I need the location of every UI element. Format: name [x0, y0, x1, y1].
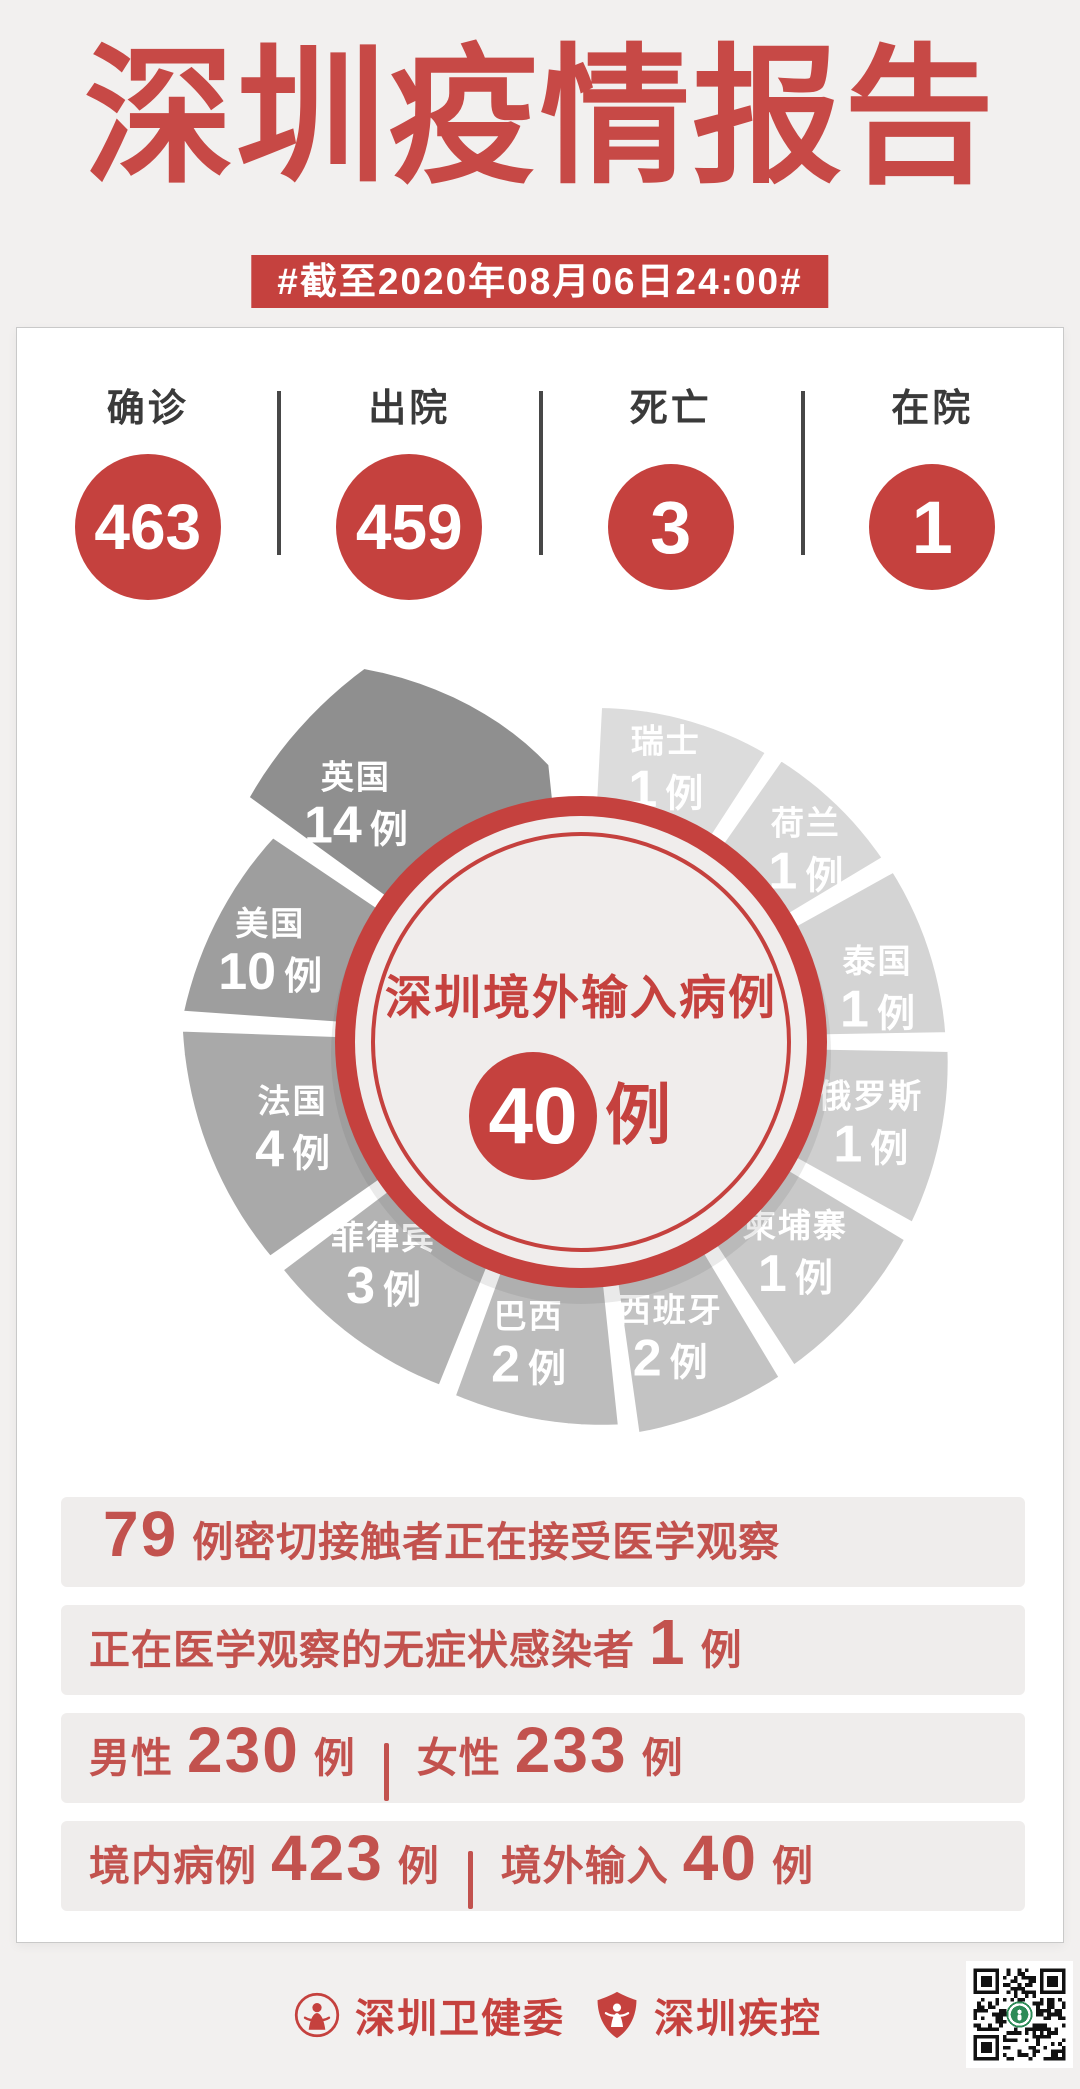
- org-shenzhen-health-commission: 深圳卫健委: [293, 1986, 565, 2044]
- stat-card-0: 确诊 463: [17, 388, 279, 602]
- stat-divider-line: [539, 391, 543, 555]
- pie-slice-name-3: 俄罗斯: [817, 1078, 923, 1115]
- row-number: 233: [514, 1714, 628, 1786]
- row-text: 女性: [416, 1735, 501, 1781]
- org-label: 深圳疾控: [654, 1997, 822, 2041]
- pie-center-total-unit: 例: [605, 1078, 671, 1152]
- stat-card-2: 死亡 3: [540, 388, 802, 602]
- report-card: 确诊 463 出院 459 死亡 3 在院 1 瑞士 1 例荷兰 1 例泰国 1 例俄罗斯 1 例柬埔寨 1 例西…: [16, 327, 1064, 1943]
- row-divider: [467, 1851, 473, 1909]
- row-number: 79: [103, 1498, 179, 1570]
- org-shenzhen-cdc: 深圳疾控: [594, 1986, 822, 2044]
- stat-row-0: 79 例密切接触者正在接受医学观察: [61, 1497, 1025, 1587]
- pie-slice-value-10: 14 例: [304, 797, 408, 855]
- row-number: 230: [187, 1714, 300, 1786]
- row-text: 例: [771, 1843, 814, 1889]
- row-text: 男性: [89, 1735, 173, 1781]
- pie-slice-name-4: 柬埔寨: [743, 1207, 848, 1244]
- page-title: 深圳疫情报告: [83, 33, 996, 201]
- stat-label: 确诊: [106, 388, 189, 430]
- pie-slice-name-9: 美国: [235, 905, 305, 942]
- pie-center-total-badge: [469, 1052, 597, 1180]
- row-number: 1: [649, 1606, 687, 1678]
- pie-slice-name-0: 瑞士: [631, 723, 701, 760]
- stat-row-3: 境内病例 423 例 境外输入 40 例: [61, 1821, 1025, 1911]
- pie-center-inner-ring: [371, 832, 791, 1252]
- pie-center-disc: [355, 816, 807, 1268]
- stat-divider-line: [277, 391, 281, 555]
- date-banner: #截至2020年08月06日24:00#: [251, 255, 829, 308]
- pie-center-total-value: 40: [489, 1071, 578, 1160]
- row-number: 423: [271, 1822, 384, 1894]
- stat-value-circle: 459: [336, 454, 483, 600]
- stat-card-3: 在院 1: [802, 388, 1064, 602]
- shenzhen-health-commission-logo-icon: [294, 1992, 340, 2038]
- pie-slice-name-2: 泰国: [843, 942, 913, 979]
- row-text: 正在医学观察的无症状感染者: [89, 1627, 635, 1673]
- row-text: 例: [700, 1627, 743, 1673]
- pie-center-title: 深圳境外输入病例: [385, 971, 777, 1024]
- stat-divider-line: [801, 391, 805, 555]
- stat-value-circle: 3: [607, 464, 734, 590]
- stat-row-1: 正在医学观察的无症状感染者 1 例: [61, 1605, 1025, 1695]
- row-text: 境内病例: [89, 1843, 257, 1889]
- shenzhen-cdc-logo-icon: [597, 1991, 637, 2039]
- pie-slice-name-1: 荷兰: [771, 805, 841, 842]
- row-text: 例: [397, 1843, 440, 1889]
- row-text: 例密切接触者正在接受医学观察: [192, 1519, 781, 1565]
- row-number: 40: [682, 1822, 758, 1894]
- row-divider: [383, 1743, 389, 1801]
- pie-slice-name-8: 法国: [258, 1083, 328, 1120]
- stat-row-2: 男性 230 例 女性 233 例: [61, 1713, 1025, 1803]
- pie-slice-name-10: 英国: [321, 759, 391, 796]
- stat-label: 在院: [891, 388, 974, 430]
- row-text: 例: [313, 1735, 356, 1781]
- row-text: 例: [641, 1735, 684, 1781]
- pie-slice-value-9: 10 例: [218, 943, 322, 1001]
- stat-label: 出院: [368, 388, 451, 430]
- stat-value-circle: 463: [74, 454, 221, 600]
- stat-label: 死亡: [629, 388, 712, 430]
- stat-card-1: 出院 459: [279, 388, 541, 602]
- org-label: 深圳卫健委: [355, 1997, 565, 2041]
- qr-code: [966, 1961, 1073, 2068]
- pie-slice-name-7: 菲律宾: [331, 1219, 436, 1256]
- summary-stats: 确诊 463 出院 459 死亡 3 在院 1: [17, 388, 1063, 602]
- row-text: 境外输入: [500, 1843, 669, 1889]
- pie-slice-name-6: 巴西: [494, 1297, 564, 1334]
- stat-value-circle: 1: [869, 464, 996, 590]
- pie-slice-name-5: 西班牙: [618, 1292, 723, 1329]
